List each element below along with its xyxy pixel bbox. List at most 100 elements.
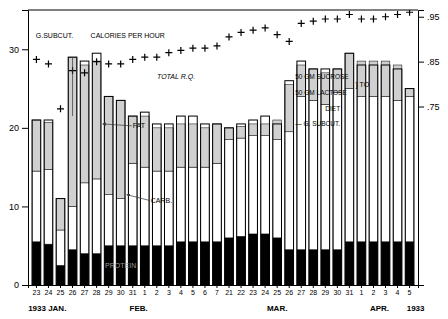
x-tick-label: 1: [359, 289, 363, 296]
x-tick-label: 26: [69, 289, 77, 296]
bar-segment: [273, 140, 282, 238]
x-tick-label: 24: [261, 289, 269, 296]
y-tick-label: 10: [9, 202, 19, 212]
bar-segment: [68, 250, 77, 285]
x-tick: 4: [179, 285, 183, 296]
bar-segment: [369, 96, 378, 241]
annotation: 50 GM SUCROSE: [295, 73, 349, 80]
x-tick: 6: [203, 285, 207, 296]
bar-segment: [333, 93, 342, 250]
x-tick-mark: [361, 285, 362, 288]
x-tick: 30: [117, 285, 125, 296]
x-tick-label: 29: [321, 289, 329, 296]
x-tick-mark: [385, 285, 386, 288]
x-tick-label: 25: [57, 289, 65, 296]
series-label: TOTAL R.Q.: [157, 73, 195, 81]
outline-bar: [68, 57, 77, 285]
x-tick-mark: [349, 285, 350, 288]
bar-segment: [44, 244, 53, 285]
x-tick: 30: [333, 285, 341, 296]
y2-axis: .75.85.95: [418, 11, 440, 286]
plot: 2324252627282930311234567212223242526272…: [9, 9, 440, 313]
outline-bar: [201, 124, 210, 285]
x-tick-mark: [48, 285, 49, 288]
bar-segment: [297, 250, 306, 285]
x-tick-label: 29: [105, 289, 113, 296]
x-tick: 22: [237, 285, 245, 296]
y-tick-label: 0: [14, 280, 19, 290]
bar-segment: [249, 124, 258, 136]
bar-segment: [201, 128, 210, 167]
series-label: CARB.: [151, 197, 172, 204]
x-tick-label: 22: [237, 289, 245, 296]
bar-segment: [345, 242, 354, 285]
outline-bar: [177, 116, 186, 285]
bar-segment: [92, 254, 101, 285]
x-tick: 21: [225, 285, 233, 296]
outline-bar: [309, 69, 318, 285]
x-tick-mark: [265, 285, 266, 288]
point: [226, 33, 233, 40]
y2-axis-line: [419, 11, 425, 286]
y-tick-mark: [22, 128, 28, 129]
outline-bar: [357, 65, 366, 285]
bar-segment: [116, 100, 125, 198]
point: [346, 11, 353, 18]
bar-segment: [357, 61, 366, 96]
bar-segment: [177, 242, 186, 285]
bar-segment: [405, 89, 414, 97]
x-tick-mark: [253, 285, 254, 288]
bar-segment: [381, 61, 390, 96]
period-label: 1933: [407, 304, 425, 313]
x-tick-label: 5: [408, 289, 412, 296]
bar-segment: [369, 61, 378, 96]
bar-segment: [201, 242, 210, 285]
y-tick: 0: [14, 280, 28, 290]
y-tick-mark: [22, 49, 28, 50]
outline-bar: [237, 124, 246, 285]
bar-segment: [369, 242, 378, 285]
outline-bar: [261, 116, 270, 285]
x-tick-mark: [192, 285, 193, 288]
x-tick: 24: [45, 285, 53, 296]
x-tick-mark: [120, 285, 121, 288]
outline-bar: [56, 199, 65, 285]
period-label: MAR.: [267, 304, 287, 313]
bar-segment: [128, 163, 137, 246]
x-tick-mark: [229, 285, 230, 288]
bar-segment: [261, 136, 270, 234]
y2-tick: .95: [418, 12, 440, 22]
point: [81, 69, 88, 76]
outline-bar: [189, 116, 198, 285]
y-tick: 10: [9, 202, 28, 212]
bar-segment: [357, 96, 366, 241]
series-label: FAT: [133, 122, 146, 129]
bar-segment: [104, 96, 113, 194]
x-tick: 25: [273, 285, 281, 296]
annotation: 50 GM LACTOSE: [295, 89, 347, 96]
point: [250, 27, 257, 34]
x-tick-label: 5: [191, 289, 195, 296]
outline-series: [32, 53, 414, 285]
x-tick-mark: [204, 285, 205, 288]
x-tick: 26: [285, 285, 293, 296]
y2-tick: .85: [418, 57, 440, 67]
x-tick-label: 26: [285, 289, 293, 296]
bar-segment: [189, 242, 198, 285]
x-tick-mark: [397, 285, 398, 288]
bar-segment: [92, 179, 101, 254]
x-tick-label: 25: [273, 289, 281, 296]
bar-segment: [189, 167, 198, 242]
bar-segment: [345, 53, 354, 88]
bar-segment: [177, 124, 186, 167]
outline-bar: [213, 124, 222, 285]
x-tick-mark: [373, 285, 374, 288]
point: [238, 29, 245, 36]
outline-bar: [225, 128, 234, 285]
bar-segment: [249, 234, 258, 285]
x-tick-label: 28: [93, 289, 101, 296]
point: [298, 20, 305, 27]
bar-segment: [405, 96, 414, 241]
outline-bar: [165, 124, 174, 285]
bar-segment: [393, 100, 402, 241]
